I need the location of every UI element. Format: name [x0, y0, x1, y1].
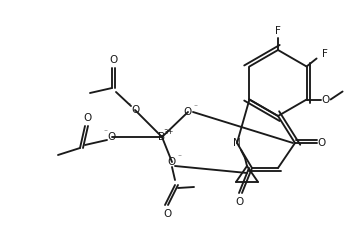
- Text: O: O: [318, 138, 326, 148]
- Text: O: O: [235, 197, 243, 207]
- Text: O: O: [131, 105, 139, 115]
- Text: O: O: [110, 55, 118, 65]
- Text: O: O: [163, 209, 171, 219]
- Text: ⁻: ⁻: [177, 152, 181, 161]
- Text: O: O: [83, 113, 91, 123]
- Text: 3+: 3+: [164, 129, 174, 135]
- Text: B: B: [159, 132, 166, 142]
- Text: ⁻: ⁻: [103, 128, 107, 137]
- Text: N: N: [233, 138, 241, 148]
- Text: ⁻: ⁻: [193, 102, 197, 111]
- Text: ⁻: ⁻: [126, 100, 130, 109]
- Text: F: F: [275, 26, 281, 36]
- Text: O: O: [168, 157, 176, 167]
- Text: O: O: [321, 95, 330, 105]
- Text: O: O: [108, 132, 116, 142]
- Text: F: F: [322, 49, 327, 59]
- Text: O: O: [184, 107, 192, 117]
